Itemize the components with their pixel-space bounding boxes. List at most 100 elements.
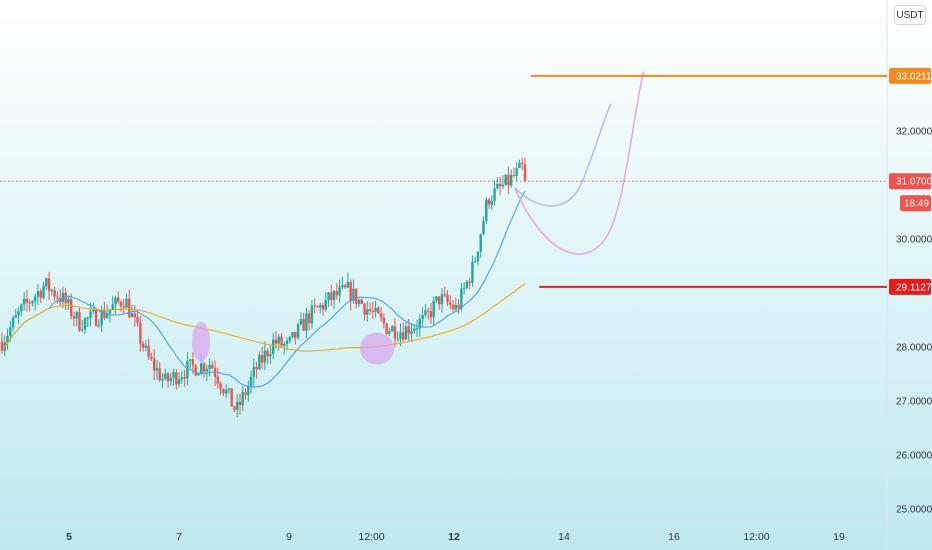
candle-body (274, 339, 278, 344)
candle-body (451, 304, 455, 310)
candle-body (211, 364, 214, 369)
time-axis-label: 9 (286, 531, 292, 543)
candle-body (399, 332, 402, 339)
candle-body (327, 292, 330, 301)
candle-body (119, 301, 123, 307)
candle-body (471, 261, 474, 284)
candle-body (377, 307, 380, 314)
candle-body (67, 299, 70, 304)
candle-body (521, 162, 524, 165)
candle-body (316, 306, 319, 308)
candle-body (338, 287, 341, 296)
candle-body (404, 326, 408, 340)
candle-body (194, 365, 197, 376)
time-axis-label: 7 (176, 531, 182, 543)
candle-body (341, 285, 344, 288)
candle-body (468, 281, 471, 284)
short-projection[interactable] (513, 103, 612, 207)
candle-body (307, 313, 311, 324)
candle-body (379, 313, 383, 318)
candle-body (332, 291, 336, 300)
candle-body (509, 174, 513, 186)
candle-body (305, 313, 308, 331)
candle-body (440, 294, 444, 305)
candle-body (103, 310, 106, 318)
candle-body (89, 311, 92, 318)
candle-body (28, 302, 31, 304)
candle-body (310, 305, 314, 324)
candle-body (133, 313, 137, 317)
candle-body (457, 304, 460, 309)
candle-body (58, 297, 62, 302)
candle-body (155, 368, 159, 371)
candle-body (183, 377, 186, 379)
candle-body (355, 288, 358, 304)
level-tag-2: 29.1127 (896, 282, 932, 293)
candle-body (236, 401, 239, 410)
candle-body (462, 287, 466, 289)
candle-body (64, 292, 67, 304)
candle-body (260, 354, 264, 363)
candle-body (277, 336, 280, 344)
candle-body (97, 325, 101, 327)
candle-body (233, 406, 236, 410)
candle-body (130, 313, 134, 318)
candle-body (42, 286, 45, 298)
candle-body (374, 307, 377, 312)
candle-body (180, 377, 184, 380)
candle-body (482, 220, 485, 235)
price-tick-label: 27.0000 (896, 397, 932, 408)
candle-body (291, 331, 294, 337)
candle-body (136, 316, 139, 323)
candle-body (147, 345, 150, 357)
candle-body (493, 188, 496, 201)
price-tick-label: 32.0000 (896, 127, 932, 138)
candle-body (465, 281, 469, 288)
ma-fast-line (1, 191, 526, 388)
candle-body (141, 343, 145, 348)
candle-body (435, 296, 438, 301)
time-axis-label: 16 (668, 531, 680, 543)
candle-body (349, 281, 352, 301)
candle-body (222, 389, 225, 394)
candle-body (36, 291, 40, 297)
candle-body (25, 298, 29, 303)
current-price-tag: 31.0700 (896, 177, 932, 188)
candle-body (81, 329, 84, 331)
candle-body (252, 366, 256, 377)
candle-body (86, 317, 89, 319)
price-tick-label: 26.0000 (896, 451, 932, 462)
candle-body (6, 335, 9, 343)
candle-body (9, 327, 12, 336)
candle-body (335, 291, 339, 296)
candle-body (507, 174, 510, 186)
currency-unit-badge[interactable]: USDT (894, 5, 926, 25)
candle-body (263, 350, 267, 363)
candle-body (388, 331, 391, 335)
candle-body (255, 366, 258, 370)
candle-body (324, 300, 327, 310)
candle-body (20, 304, 23, 312)
candle-body (122, 306, 125, 308)
highlight-2[interactable] (360, 332, 394, 365)
highlight-1[interactable] (192, 321, 210, 362)
long-projection[interactable] (513, 71, 645, 255)
candle-body (299, 319, 303, 325)
candle-body (321, 304, 325, 310)
time-axis-label: 5 (66, 531, 72, 543)
candle-body (476, 251, 480, 262)
candle-body (202, 363, 206, 372)
candle-body (128, 298, 131, 318)
candle-body (454, 304, 458, 310)
candle-body (393, 326, 397, 339)
candle-body (346, 281, 350, 288)
candle-body (396, 338, 399, 340)
time-axis-label: 12 (448, 531, 460, 543)
candle-body (152, 358, 156, 371)
candle-body (523, 164, 527, 182)
candle-body (410, 331, 413, 334)
candle-body (56, 296, 59, 298)
